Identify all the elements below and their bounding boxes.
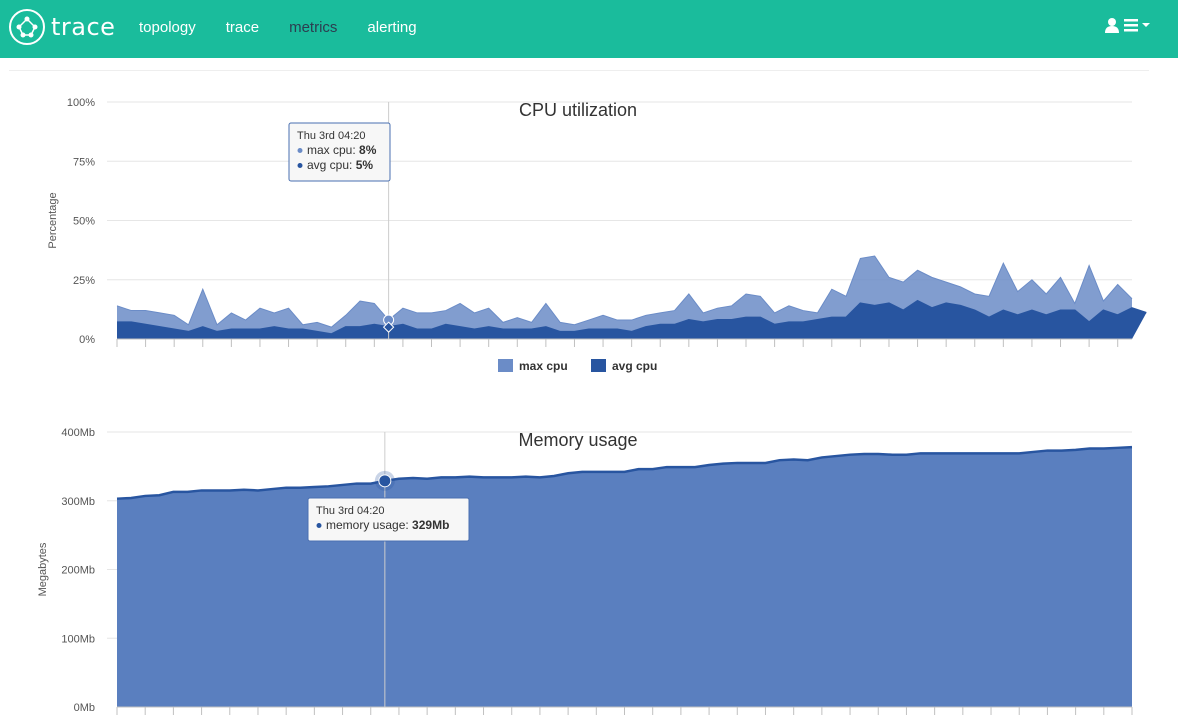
- divider: [9, 70, 1149, 71]
- legend-label-max-cpu[interactable]: max cpu: [519, 359, 568, 373]
- y-axis-label: Percentage: [47, 192, 59, 248]
- nav-topology[interactable]: topology: [139, 19, 196, 36]
- series-line-memory-usage: [116, 445, 1133, 500]
- tooltip-bullet: [297, 148, 303, 153]
- memory-usage-chart: 0Mb 100Mb 200Mb 300Mb 400Mb Megabytes Memory u…: [37, 427, 1133, 715]
- tooltip-row: memory usage: 329Mb: [326, 518, 449, 532]
- y-tick-label: 300Mb: [61, 496, 95, 508]
- tooltip-row-value: 8%: [359, 143, 377, 157]
- chart-title: Memory usage: [518, 430, 637, 450]
- caret-down-icon: [1142, 23, 1150, 27]
- nav-trace[interactable]: trace: [225, 19, 260, 36]
- user-menu[interactable]: [1104, 17, 1150, 33]
- legend-swatch-max-cpu[interactable]: [498, 359, 513, 372]
- brand[interactable]: trace: [9, 9, 115, 45]
- tooltip-box: [288, 122, 391, 182]
- tooltip-row-label: avg cpu:: [307, 158, 356, 172]
- series-area-avg-cpu: [117, 301, 1147, 339]
- y-tick-label: 25%: [73, 275, 95, 287]
- chart-title: CPU utilization: [519, 100, 637, 120]
- tooltip-bullet: [316, 523, 322, 528]
- menu-icon: [1124, 19, 1138, 32]
- navbar: trace topology trace metrics alerting: [0, 0, 1178, 58]
- y-tick-label: 50%: [73, 216, 95, 228]
- y-tick-label: 100%: [67, 97, 95, 109]
- tooltip-row: max cpu: 8%: [307, 143, 377, 157]
- tooltip-title: Thu 3rd 04:20: [297, 130, 366, 142]
- tooltip-bullet: [297, 163, 303, 168]
- y-axis-label: Megabytes: [37, 542, 49, 596]
- series-line-max-cpu: [116, 255, 1133, 328]
- tooltip-row-label: max cpu:: [307, 143, 359, 157]
- y-tick-label: 0Mb: [74, 702, 95, 714]
- tooltip-box: [307, 497, 470, 542]
- tooltip-row-value: 5%: [356, 158, 374, 172]
- series-area-memory-usage: [117, 447, 1132, 707]
- user-icon: [1105, 18, 1119, 33]
- y-tick-label: 100Mb: [61, 633, 95, 645]
- trace-logo-icon: [9, 9, 45, 45]
- y-tick-label: 400Mb: [61, 427, 95, 439]
- legend: max cpu avg cpu: [498, 359, 657, 373]
- y-tick-label: 0%: [79, 334, 95, 346]
- nav-alerting[interactable]: alerting: [367, 19, 417, 36]
- main-nav: topology trace metrics alerting: [139, 19, 447, 36]
- y-tick-label: 200Mb: [61, 565, 95, 577]
- legend-swatch-avg-cpu[interactable]: [591, 359, 606, 372]
- tooltip-title: Thu 3rd 04:20: [316, 505, 385, 517]
- y-tick-label: 75%: [73, 156, 95, 168]
- cpu-utilization-chart: 0% 25% 50% 75% 100% Percentage CPU utilization…: [47, 97, 1147, 373]
- highlight-point-avg-cpu[interactable]: [382, 321, 395, 333]
- nav-metrics[interactable]: metrics: [289, 19, 338, 36]
- tooltip-row-label: memory usage:: [326, 518, 412, 532]
- brand-name: trace: [51, 13, 116, 41]
- series-line-avg-cpu: [117, 299, 1147, 336]
- tooltip-row: avg cpu: 5%: [307, 158, 373, 172]
- tooltip-row-value: 329Mb: [412, 518, 449, 532]
- legend-label-avg-cpu[interactable]: avg cpu: [612, 359, 657, 373]
- highlight-point-memory-usage[interactable]: [378, 474, 392, 488]
